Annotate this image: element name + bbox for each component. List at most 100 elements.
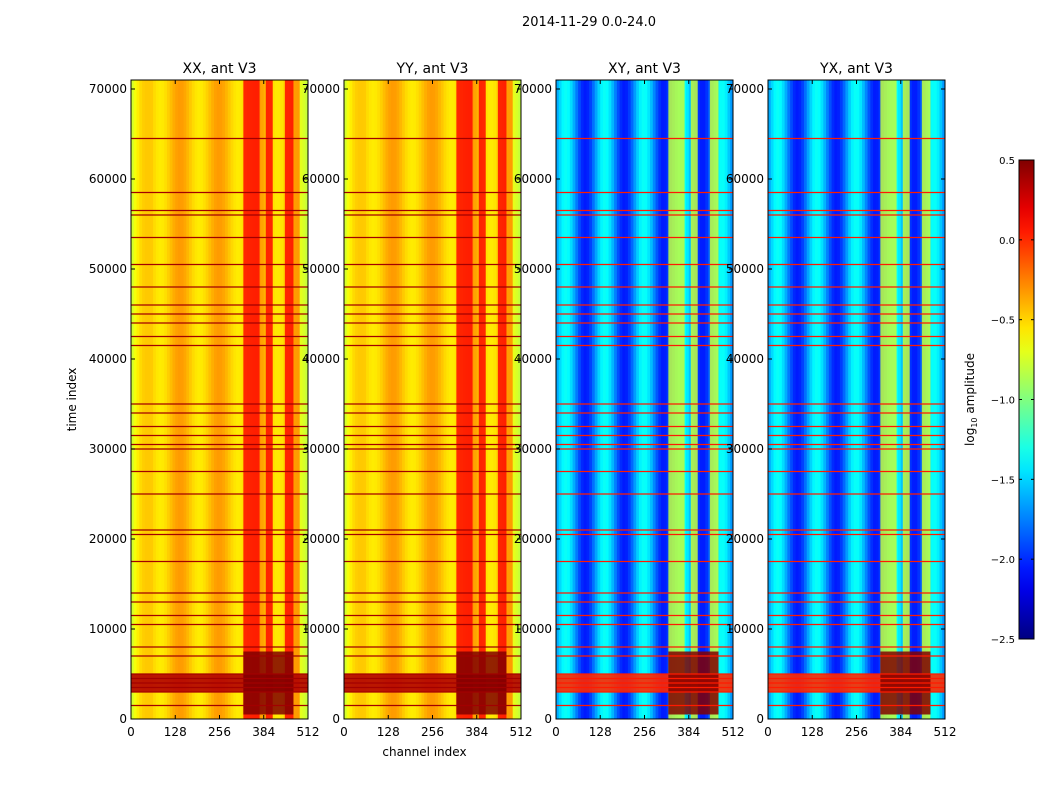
channel-stripe (385, 80, 389, 719)
channel-stripe (440, 80, 445, 719)
channel-stripe (561, 80, 565, 719)
channel-stripe (779, 80, 783, 719)
channel-stripe (360, 80, 364, 719)
channel-stripe (166, 80, 171, 719)
channel-stripe (580, 80, 585, 719)
channel-stripe (346, 80, 351, 719)
y-tick-label: 50000 (514, 262, 552, 276)
x-tick-label: 0 (552, 725, 560, 739)
colorbar-tick-label: −2.5 (991, 635, 1015, 646)
y-tick-label: 0 (119, 712, 127, 726)
channel-stripe (260, 80, 265, 719)
channel-stripe (768, 80, 772, 719)
heatmap-panel: 0 128 256 384 512 0 10000 20000 30000 40000 50000 6… (726, 61, 957, 739)
x-axis-label: channel index (382, 745, 466, 759)
channel-stripe (583, 80, 588, 719)
bright-channel-band (668, 80, 685, 719)
channel-stripe (730, 80, 733, 719)
channel-stripe (280, 80, 284, 719)
bright-channel-band (902, 80, 910, 719)
channel-stripe (845, 80, 849, 719)
x-tick-label: 128 (377, 725, 400, 739)
channel-stripe (831, 80, 835, 719)
channel-stripe (638, 80, 643, 719)
channel-stripe (859, 80, 863, 719)
channel-stripe (169, 80, 174, 719)
heatmap-panel: 0 128 256 384 512 0 10000 20000 30000 40000 50000 6… (65, 61, 319, 739)
channel-stripe (699, 80, 704, 719)
channel-stripe (708, 80, 712, 719)
channel-stripe (636, 80, 640, 719)
channel-stripe (344, 80, 348, 719)
x-tick-label: 0 (127, 725, 135, 739)
y-tick-label: 40000 (726, 352, 764, 366)
channel-stripe (490, 80, 494, 719)
channel-stripe (803, 80, 808, 719)
channel-stripe (233, 80, 237, 719)
channel-stripe (175, 80, 179, 719)
channel-stripe (933, 80, 938, 719)
heatmap-image (556, 80, 733, 719)
channel-stripe (355, 80, 359, 719)
channel-stripe (633, 80, 637, 719)
channel-stripe (493, 80, 497, 719)
channel-stripe (867, 80, 871, 719)
channel-stripe (798, 80, 802, 719)
channel-stripe (451, 80, 456, 719)
y-tick-label: 70000 (514, 82, 552, 96)
channel-stripe (496, 80, 500, 719)
y-tick-label: 10000 (514, 622, 552, 636)
y-tick-label: 10000 (89, 622, 127, 636)
channel-stripe (600, 80, 604, 719)
channel-stripe (683, 80, 687, 719)
heatmap-image (768, 80, 945, 719)
bright-channel-band (265, 80, 273, 719)
channel-stripe (815, 80, 819, 719)
channel-stripe (688, 80, 693, 719)
channel-stripe (781, 80, 786, 719)
y-tick-label: 60000 (302, 172, 340, 186)
channel-stripe (402, 80, 406, 719)
channel-stripe (792, 80, 797, 719)
bright-channel-band (497, 80, 507, 719)
y-tick-label: 50000 (89, 262, 127, 276)
channel-stripe (724, 80, 729, 719)
channel-stripe (172, 80, 176, 719)
channel-stripe (658, 80, 662, 719)
channel-stripe (663, 80, 668, 719)
channel-stripe (178, 80, 182, 719)
x-tick-label: 384 (465, 725, 488, 739)
bright-channel-band (880, 80, 897, 719)
channel-stripe (476, 80, 481, 719)
colorbar-tick-label: −1.0 (991, 396, 1015, 407)
channel-stripe (155, 80, 160, 719)
channel-stripe (357, 80, 362, 719)
channel-stripe (216, 80, 221, 719)
y-tick-label: 60000 (514, 172, 552, 186)
channel-stripe (806, 80, 811, 719)
channel-stripe (773, 80, 777, 719)
x-tick-label: 512 (297, 725, 320, 739)
channel-stripe (147, 80, 151, 719)
channel-stripe (164, 80, 168, 719)
colorbar-tick-label: 0.5 (999, 156, 1015, 167)
channel-stripe (294, 80, 298, 719)
channel-stripe (622, 80, 626, 719)
colorbar: 0.5 0.0 −0.5 −1.0 −1.5 −2.0 −2.5 log10 amplitud… (963, 156, 1035, 646)
y-tick-label: 0 (756, 712, 764, 726)
channel-stripe (809, 80, 813, 719)
figure-suptitle: 2014-11-29 0.0-24.0 (522, 15, 656, 30)
channel-stripe (272, 80, 276, 719)
x-tick-label: 128 (801, 725, 824, 739)
channel-stripe (702, 80, 706, 719)
channel-stripe (189, 80, 193, 719)
channel-stripe (371, 80, 376, 719)
channel-stripe (812, 80, 816, 719)
channel-stripe (471, 80, 475, 719)
channel-stripe (424, 80, 428, 719)
channel-stripe (878, 80, 882, 719)
channel-stripe (363, 80, 367, 719)
channel-stripe (823, 80, 827, 719)
channel-stripe (616, 80, 621, 719)
